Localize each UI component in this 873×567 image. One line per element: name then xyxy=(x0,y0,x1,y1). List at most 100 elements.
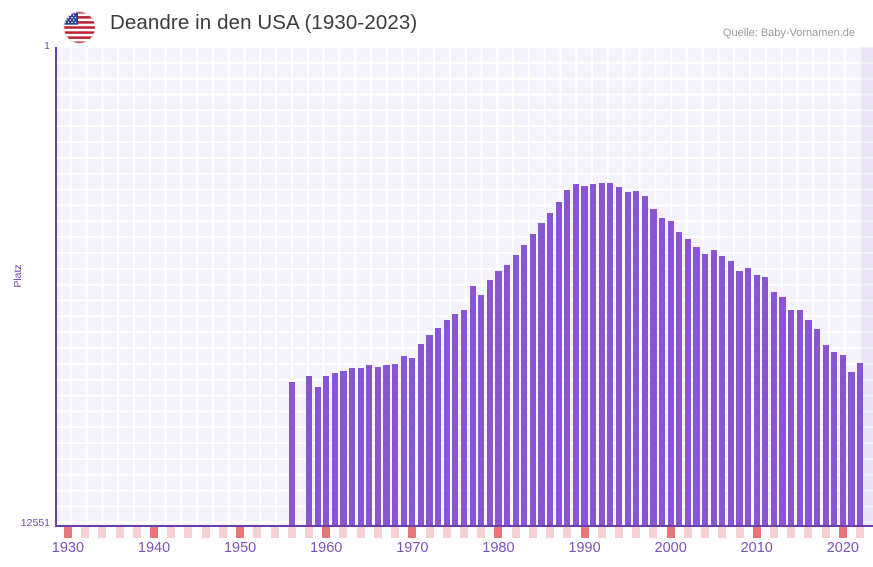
bar-2002[interactable] xyxy=(684,238,691,526)
y-axis-line xyxy=(55,47,57,526)
bar-1997[interactable] xyxy=(641,195,648,526)
bar-2015[interactable] xyxy=(796,310,803,526)
bar-1987[interactable] xyxy=(555,201,562,526)
bar-1973[interactable] xyxy=(435,327,442,526)
bar-1966[interactable] xyxy=(374,367,381,526)
bar-2001[interactable] xyxy=(676,232,683,526)
bar-1972[interactable] xyxy=(426,335,433,526)
bar-1959[interactable] xyxy=(314,386,321,526)
bar-1971[interactable] xyxy=(417,343,425,526)
x-label-1980: 1980 xyxy=(482,540,515,556)
x-tick-1996 xyxy=(632,527,641,538)
bar-1981[interactable] xyxy=(503,265,511,526)
x-tick-2020 xyxy=(838,527,847,538)
bar-1978[interactable] xyxy=(478,295,485,526)
bar-1991[interactable] xyxy=(590,184,597,526)
bar-1976[interactable] xyxy=(460,310,468,526)
x-tick-1976 xyxy=(460,527,468,538)
source-attribution: Quelle: Baby-Vornamen.de xyxy=(722,27,855,39)
bar-1983[interactable] xyxy=(521,244,528,526)
bar-1960[interactable] xyxy=(323,375,330,526)
bar-1980[interactable] xyxy=(495,271,502,526)
bar-2007[interactable] xyxy=(727,260,734,526)
x-tick-1968 xyxy=(391,527,400,538)
bar-1998[interactable] xyxy=(650,209,657,526)
bar-1974[interactable] xyxy=(443,319,450,526)
x-tick-1934 xyxy=(98,527,107,538)
x-tick-1936 xyxy=(115,527,124,538)
bar-1963[interactable] xyxy=(348,368,356,526)
bar-1999[interactable] xyxy=(658,217,666,526)
y-axis-top-label: 1 xyxy=(44,40,50,52)
x-tick-1978 xyxy=(477,527,486,538)
bar-2017[interactable] xyxy=(813,329,821,526)
bar-1958[interactable] xyxy=(305,375,313,526)
bar-1993[interactable] xyxy=(607,183,614,526)
x-tick-1944 xyxy=(184,527,193,538)
bar-1968[interactable] xyxy=(392,363,399,526)
bar-1995[interactable] xyxy=(624,192,631,526)
x-tick-1986 xyxy=(546,527,555,538)
bar-2013[interactable] xyxy=(779,297,786,526)
x-tick-1974 xyxy=(442,527,451,538)
x-tick-2000 xyxy=(666,527,675,538)
bar-1985[interactable] xyxy=(538,222,545,526)
bar-2010[interactable] xyxy=(753,275,760,526)
x-tick-1980 xyxy=(494,527,503,538)
bar-1979[interactable] xyxy=(486,279,493,526)
bar-2016[interactable] xyxy=(805,319,812,526)
bar-2021[interactable] xyxy=(848,372,855,526)
bar-2022[interactable] xyxy=(856,363,864,526)
bar-1965[interactable] xyxy=(366,364,373,526)
bar-2020[interactable] xyxy=(839,354,846,526)
bar-2000[interactable] xyxy=(667,220,674,526)
x-tick-1972 xyxy=(425,527,434,538)
x-tick-1946 xyxy=(201,527,210,538)
bar-2009[interactable] xyxy=(745,267,752,526)
x-tick-2022 xyxy=(856,527,865,538)
bar-1994[interactable] xyxy=(615,187,623,526)
x-label-2000: 2000 xyxy=(654,540,687,556)
bar-2012[interactable] xyxy=(770,292,778,526)
bar-1989[interactable] xyxy=(572,183,580,526)
x-label-1970: 1970 xyxy=(396,540,429,556)
bar-2004[interactable] xyxy=(701,253,709,526)
bar-2011[interactable] xyxy=(762,277,769,526)
bar-1990[interactable] xyxy=(581,185,588,526)
bar-1970[interactable] xyxy=(409,358,416,526)
bar-2014[interactable] xyxy=(788,309,795,526)
bar-series xyxy=(55,47,873,526)
bar-1964[interactable] xyxy=(357,367,364,526)
x-label-1940: 1940 xyxy=(137,540,171,556)
x-tick-1970 xyxy=(408,527,417,538)
x-label-1930: 1930 xyxy=(51,540,85,556)
bar-1977[interactable] xyxy=(469,285,476,526)
bar-2018[interactable] xyxy=(822,344,829,526)
bar-1961[interactable] xyxy=(331,372,338,526)
bar-1986[interactable] xyxy=(547,213,554,526)
x-tick-2010 xyxy=(752,527,761,538)
bar-1996[interactable] xyxy=(633,190,640,526)
bar-1992[interactable] xyxy=(598,182,605,526)
x-label-1950: 1950 xyxy=(223,540,257,556)
bar-1967[interactable] xyxy=(383,364,390,526)
x-tick-2012 xyxy=(769,527,778,538)
x-axis-ticks xyxy=(55,527,873,541)
bar-1969[interactable] xyxy=(400,356,407,526)
bar-2005[interactable] xyxy=(710,250,717,526)
x-tick-1930 xyxy=(63,527,72,538)
bar-2008[interactable] xyxy=(736,271,743,526)
bar-2003[interactable] xyxy=(693,246,700,526)
bar-1982[interactable] xyxy=(512,254,519,526)
bar-1975[interactable] xyxy=(452,314,459,526)
x-tick-2002 xyxy=(683,527,692,538)
bar-2006[interactable] xyxy=(719,256,726,526)
x-tick-1960 xyxy=(322,527,331,538)
bar-1984[interactable] xyxy=(529,233,536,526)
bar-2019[interactable] xyxy=(831,351,838,526)
bar-1988[interactable] xyxy=(564,190,571,526)
bar-1962[interactable] xyxy=(340,371,347,526)
x-tick-1932 xyxy=(81,527,90,538)
bar-1956[interactable] xyxy=(288,382,295,526)
